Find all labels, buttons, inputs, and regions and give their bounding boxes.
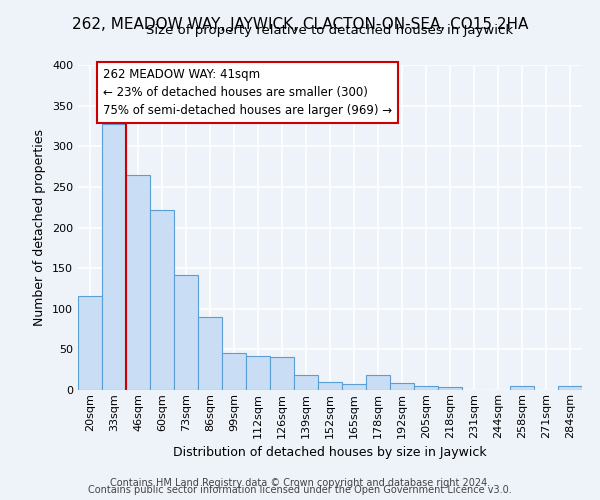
Bar bbox=[510, 386, 534, 390]
Bar bbox=[102, 124, 126, 390]
Text: 262 MEADOW WAY: 41sqm
← 23% of detached houses are smaller (300)
75% of semi-det: 262 MEADOW WAY: 41sqm ← 23% of detached … bbox=[103, 68, 392, 117]
Bar bbox=[246, 356, 270, 390]
Bar bbox=[438, 387, 462, 390]
Bar bbox=[126, 174, 150, 390]
Y-axis label: Number of detached properties: Number of detached properties bbox=[34, 129, 46, 326]
Bar bbox=[342, 384, 366, 390]
Bar bbox=[318, 382, 342, 390]
X-axis label: Distribution of detached houses by size in Jaywick: Distribution of detached houses by size … bbox=[173, 446, 487, 459]
Bar bbox=[390, 382, 414, 390]
Bar bbox=[222, 354, 246, 390]
Text: Contains HM Land Registry data © Crown copyright and database right 2024.: Contains HM Land Registry data © Crown c… bbox=[110, 478, 490, 488]
Bar bbox=[78, 296, 102, 390]
Bar bbox=[366, 374, 390, 390]
Bar bbox=[198, 317, 222, 390]
Bar bbox=[414, 386, 438, 390]
Text: 262, MEADOW WAY, JAYWICK, CLACTON-ON-SEA, CO15 2HA: 262, MEADOW WAY, JAYWICK, CLACTON-ON-SEA… bbox=[72, 18, 528, 32]
Bar bbox=[270, 356, 294, 390]
Text: Contains public sector information licensed under the Open Government Licence v3: Contains public sector information licen… bbox=[88, 485, 512, 495]
Bar bbox=[150, 210, 174, 390]
Title: Size of property relative to detached houses in Jaywick: Size of property relative to detached ho… bbox=[146, 24, 514, 38]
Bar bbox=[174, 276, 198, 390]
Bar bbox=[558, 386, 582, 390]
Bar bbox=[294, 374, 318, 390]
